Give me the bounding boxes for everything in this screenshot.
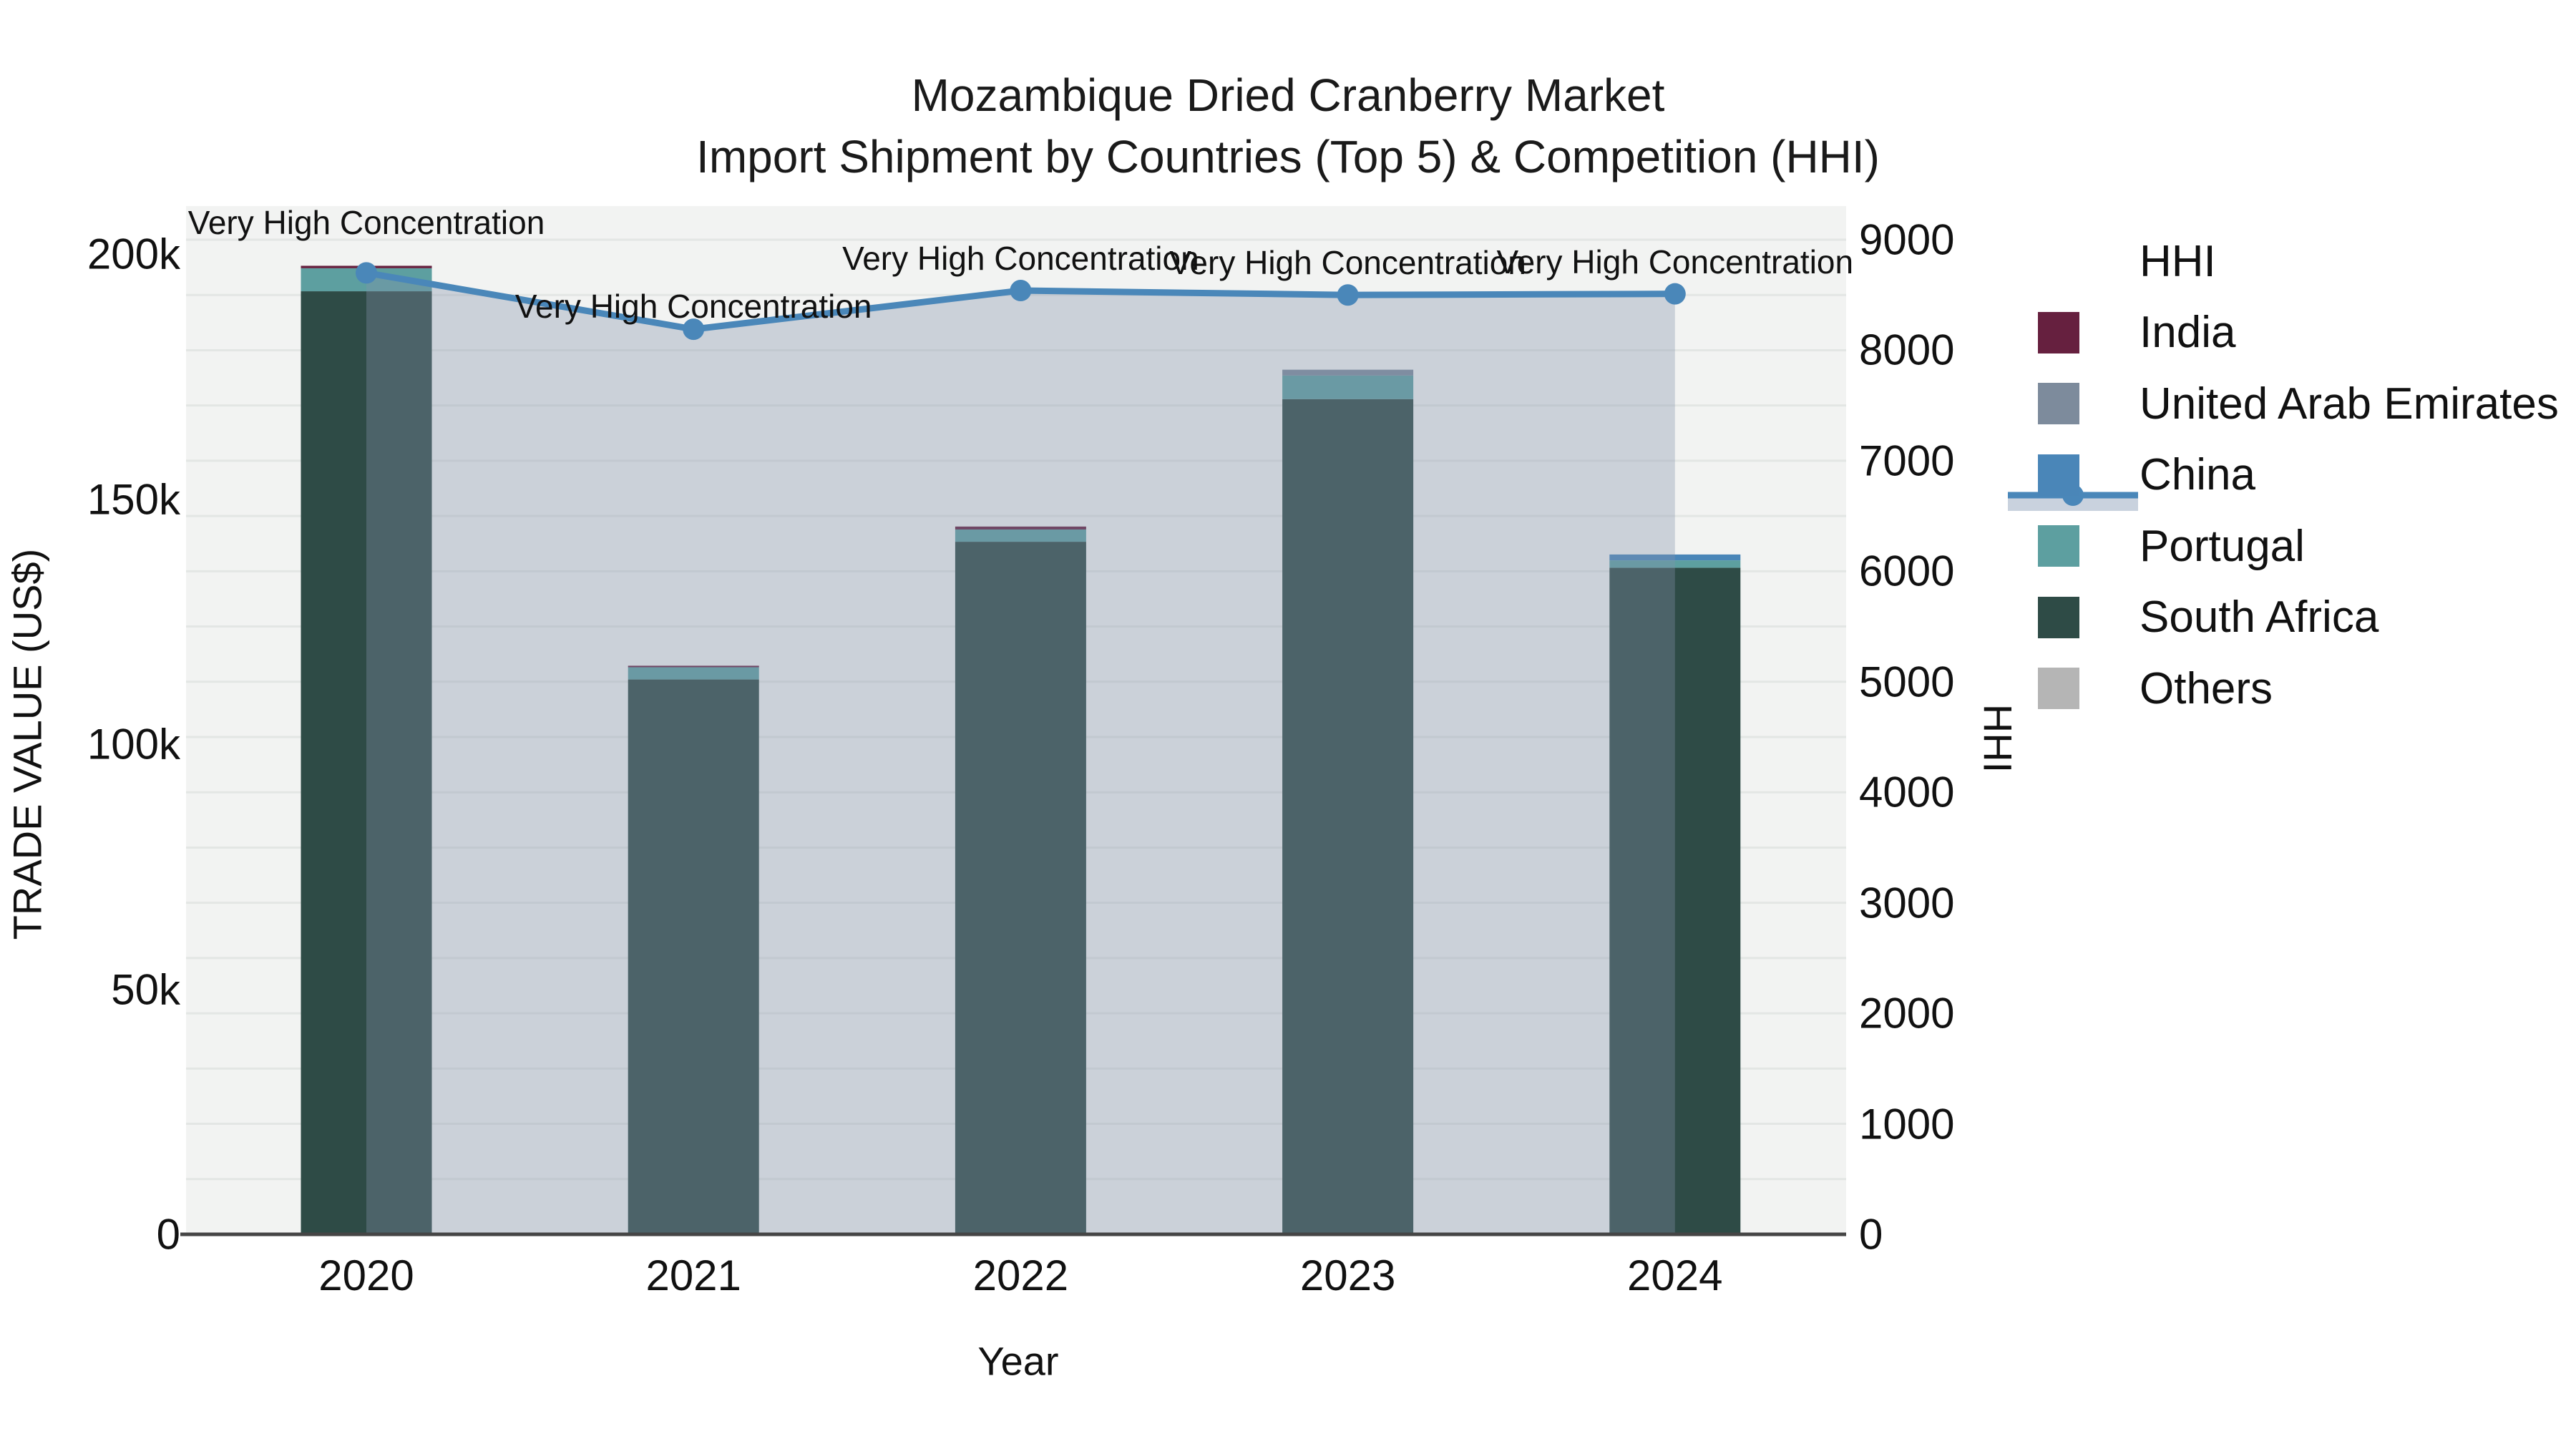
- y-axis-right-tick-label: 8000: [1859, 326, 1955, 374]
- legend-label: China: [2140, 450, 2255, 499]
- y-axis-left-tick-label: 0: [156, 1210, 180, 1259]
- bar-segment-united-arab-emirates-2023[interactable]: [1282, 369, 1414, 376]
- bar-segment-india-2021[interactable]: [628, 665, 759, 668]
- legend-color-swatch-icon: [2038, 383, 2079, 424]
- y-axis-right-tick-label: 0: [1859, 1210, 1883, 1259]
- bar-segment-china-2024[interactable]: [1609, 554, 1741, 561]
- x-axis-tick-label-2020: 2020: [318, 1252, 414, 1299]
- bar-segment-portugal-2022[interactable]: [955, 529, 1086, 542]
- y-axis-left-tick-label: 50k: [111, 965, 180, 1013]
- hhi-marker-2020[interactable]: [356, 262, 377, 284]
- hhi-marker-2024[interactable]: [1664, 283, 1686, 305]
- legend-color-swatch-icon: [2038, 668, 2079, 709]
- bar-segment-south-africa-2024[interactable]: [1609, 567, 1741, 1234]
- chart-title-line2: Import Shipment by Countries (Top 5) & C…: [696, 131, 1880, 182]
- y-axis-right-tick-label: 3000: [1859, 879, 1955, 927]
- chart-title-line1: Mozambique Dried Cranberry Market: [911, 69, 1665, 121]
- legend-color-swatch-icon: [2038, 454, 2079, 496]
- y-axis-right-tick-label: 2000: [1859, 989, 1955, 1038]
- legend-label: India: [2140, 308, 2236, 357]
- legend-color-swatch-icon: [2038, 525, 2079, 567]
- bar-segment-south-africa-2022[interactable]: [955, 542, 1086, 1234]
- annotation-2021: Very High Concentration: [514, 288, 872, 326]
- annotation-2024: Very High Concentration: [1496, 243, 1854, 280]
- y-axis-left-title: TRADE VALUE (US$): [4, 548, 50, 940]
- bar-segment-south-africa-2021[interactable]: [628, 679, 759, 1234]
- annotation-2022: Very High Concentration: [842, 240, 1199, 278]
- legend-color-swatch-icon: [2038, 596, 2079, 638]
- y-axis-left-tick-label: 200k: [87, 230, 180, 278]
- bar-segment-portugal-2024[interactable]: [1609, 560, 1741, 568]
- annotation-2020: Very High Concentration: [187, 204, 545, 242]
- legend-label: Others: [2140, 663, 2273, 713]
- y-axis-right-tick-label: 1000: [1859, 1100, 1955, 1148]
- legend-color-swatch-icon: [2038, 311, 2079, 353]
- y-axis-right-tick-label: 9000: [1859, 215, 1955, 264]
- hhi-marker-2021[interactable]: [683, 318, 705, 341]
- hhi-marker-2022[interactable]: [1010, 280, 1032, 302]
- bar-segment-portugal-2021[interactable]: [628, 667, 759, 680]
- y-axis-right-tick-label: 5000: [1859, 658, 1955, 706]
- x-axis-tick-label-2021: 2021: [645, 1252, 741, 1299]
- y-axis-left-tick-label: 150k: [87, 475, 180, 523]
- y-axis-right-tick-label: 4000: [1859, 768, 1955, 816]
- y-axis-right-title: HHI: [1975, 703, 2021, 774]
- hhi-area-fill: [366, 273, 1675, 1234]
- annotation-2023: Very High Concentration: [1169, 244, 1526, 282]
- bar-segment-south-africa-2020[interactable]: [301, 291, 432, 1234]
- legend-label: HHI: [2140, 236, 2216, 286]
- legend-label: Portugal: [2140, 521, 2305, 571]
- legend-label: South Africa: [2140, 592, 2379, 642]
- x-axis-tick-label-2024: 2024: [1627, 1252, 1723, 1299]
- x-axis-title: Year: [977, 1338, 1059, 1384]
- y-axis-left-tick-label: 100k: [87, 720, 180, 769]
- x-axis-tick-label-2023: 2023: [1299, 1252, 1396, 1299]
- hhi-marker-2023[interactable]: [1337, 284, 1359, 306]
- legend-label: United Arab Emirates: [2140, 379, 2559, 429]
- bar-segment-south-africa-2023[interactable]: [1282, 399, 1414, 1234]
- bar-segment-india-2022[interactable]: [955, 526, 1086, 530]
- x-axis-tick-label-2022: 2022: [972, 1252, 1069, 1299]
- y-axis-right-tick-label: 7000: [1859, 436, 1955, 485]
- y-axis-right-tick-label: 6000: [1859, 547, 1955, 595]
- bar-segment-portugal-2023[interactable]: [1282, 375, 1414, 399]
